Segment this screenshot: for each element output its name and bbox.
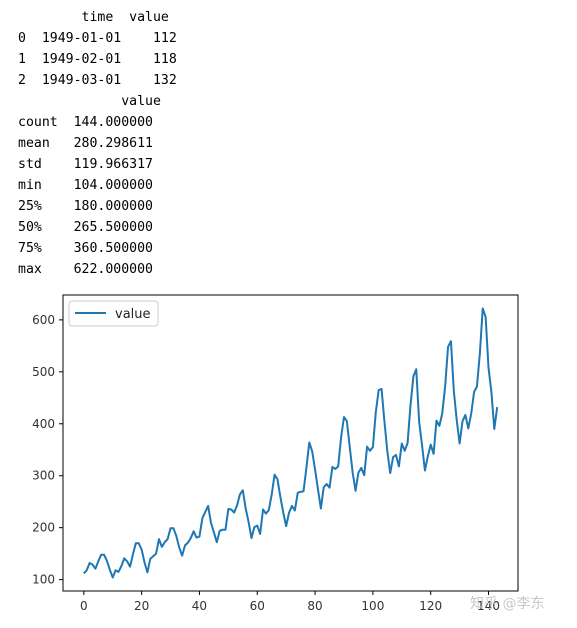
head-table-row: 2 1949-03-01 132 (18, 73, 177, 88)
describe-table-row: count 144.000000 (18, 115, 153, 130)
describe-table-row: max 622.000000 (18, 262, 153, 277)
describe-table-row: 25% 180.000000 (18, 199, 153, 214)
legend: value (68, 300, 159, 327)
legend-box (68, 300, 159, 327)
x-tick-label: 120 (419, 599, 442, 613)
x-tick-label: 40 (192, 599, 207, 613)
axis-ticks: 0 20 40 60 80 100 120 140 100 200 300 400 500 600 (32, 313, 500, 613)
head-table-header: time value (18, 10, 169, 25)
x-tick-label: 100 (361, 599, 384, 613)
x-tick-label: 60 (250, 599, 265, 613)
head-table-row: 0 1949-01-01 112 (18, 31, 177, 46)
y-tick-label: 300 (32, 469, 55, 483)
y-tick-label: 500 (32, 365, 55, 379)
y-tick-label: 200 (32, 521, 55, 535)
describe-table-row: 75% 360.500000 (18, 241, 153, 256)
x-tick-label: 0 (80, 599, 88, 613)
plot-frame (62, 294, 519, 592)
describe-table-row: 50% 265.500000 (18, 220, 153, 235)
head-table-row: 1 1949-02-01 118 (18, 52, 177, 67)
x-tick-label: 20 (134, 599, 149, 613)
series-line-value (83, 307, 499, 579)
y-tick-label: 400 (32, 417, 55, 431)
x-tick-label: 140 (477, 599, 500, 613)
y-tick-label: 100 (32, 573, 55, 587)
describe-table-row: min 104.000000 (18, 178, 153, 193)
describe-table-row: mean 280.298611 (18, 136, 153, 151)
y-tick-label: 600 (32, 313, 55, 327)
legend-label: value (115, 307, 151, 322)
describe-table-header: value (18, 94, 161, 109)
dataframe-output: time value 0 1949-01-01 112 1 1949-02-01 1… (18, 7, 177, 280)
describe-table-row: std 119.966317 (18, 157, 153, 172)
x-tick-label: 80 (307, 599, 322, 613)
watermark: 知乎 @李东 (470, 596, 545, 612)
